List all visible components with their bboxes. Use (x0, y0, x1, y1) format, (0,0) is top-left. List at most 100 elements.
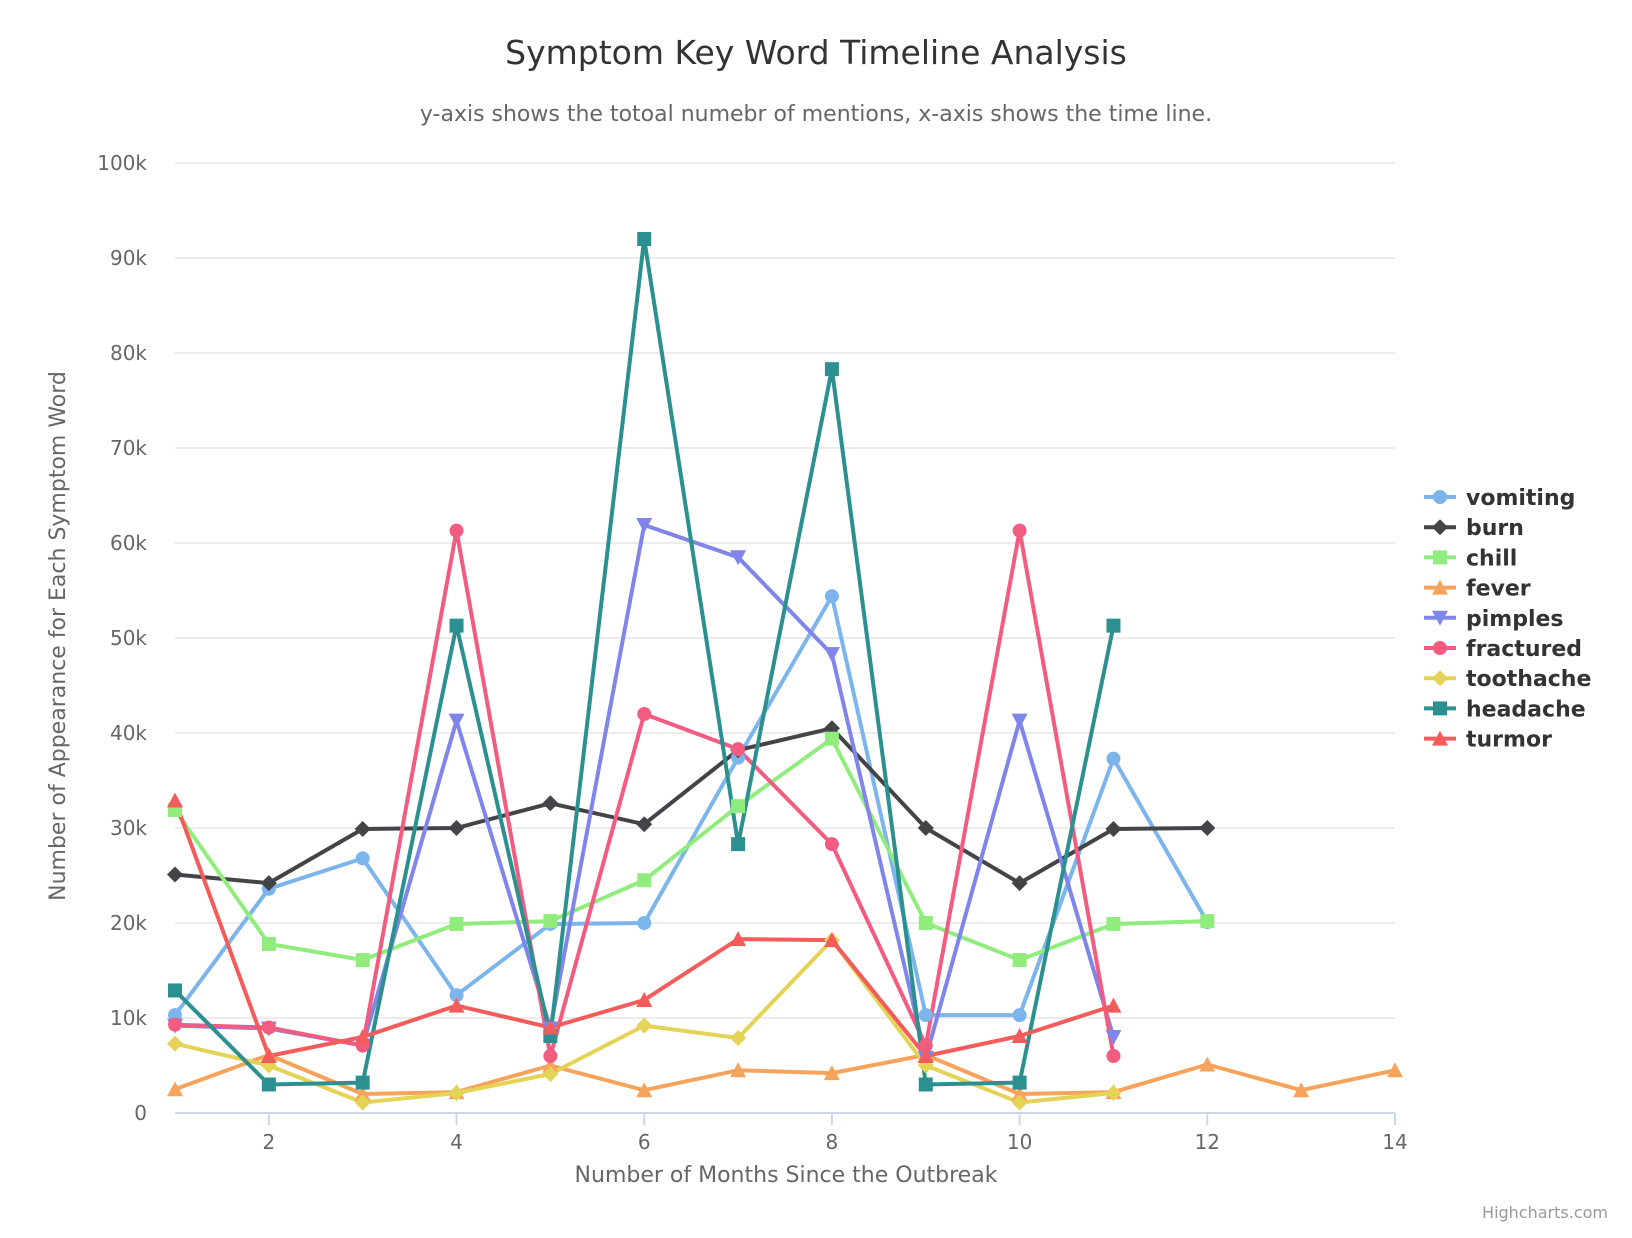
data-point-turmor[interactable] (730, 931, 747, 947)
data-point-toothache[interactable] (730, 1029, 747, 1046)
legend-item-chill[interactable]: chill (1424, 546, 1517, 571)
data-point-fever[interactable] (542, 1057, 559, 1073)
data-point-burn[interactable] (917, 820, 934, 836)
data-point-turmor[interactable] (1105, 997, 1122, 1013)
data-point-burn[interactable] (1011, 875, 1028, 892)
data-point-chill[interactable] (355, 953, 370, 968)
data-point-fever[interactable] (167, 1081, 183, 1097)
data-point-turmor[interactable] (636, 991, 653, 1007)
series-line-vomiting[interactable] (173, 594, 1210, 1018)
data-point-chill[interactable] (1200, 914, 1215, 929)
data-point-toothache[interactable] (542, 1066, 559, 1083)
series-line-fever[interactable] (173, 1053, 1397, 1096)
data-point-fever[interactable] (730, 1062, 747, 1078)
series-line-burn[interactable] (173, 726, 1210, 886)
data-point-turmor[interactable] (542, 1019, 559, 1035)
data-point-turmor[interactable] (354, 1029, 371, 1044)
data-point-vomiting[interactable] (637, 916, 652, 930)
data-point-chill[interactable] (1012, 953, 1027, 968)
data-point-headache[interactable] (449, 618, 464, 633)
data-point-pimples[interactable] (823, 647, 840, 663)
data-point-chill[interactable] (1106, 916, 1121, 931)
data-point-chill[interactable] (261, 936, 276, 951)
data-point-chill[interactable] (449, 916, 464, 931)
data-point-vomiting[interactable] (824, 589, 839, 604)
data-point-fractured[interactable] (449, 523, 464, 538)
data-point-burn[interactable] (167, 866, 183, 883)
legend-item-fractured[interactable]: fractured (1424, 637, 1582, 662)
data-point-fever[interactable] (636, 1082, 653, 1098)
data-point-fractured[interactable] (543, 1049, 558, 1063)
data-point-fever[interactable] (1387, 1062, 1403, 1078)
data-point-vomiting[interactable] (1106, 751, 1121, 766)
data-point-burn[interactable] (636, 816, 653, 833)
data-point-headache[interactable] (355, 1075, 370, 1090)
data-point-headache[interactable] (637, 232, 652, 246)
data-point-headache[interactable] (261, 1077, 276, 1092)
data-point-toothache[interactable] (354, 1094, 371, 1111)
data-point-fractured[interactable] (824, 837, 839, 852)
data-point-pimples[interactable] (730, 550, 747, 566)
data-point-fractured[interactable] (918, 1038, 933, 1053)
data-point-pimples[interactable] (636, 517, 653, 533)
data-point-turmor[interactable] (823, 932, 840, 948)
data-point-fever[interactable] (1011, 1086, 1028, 1101)
data-point-pimples[interactable] (1011, 713, 1028, 729)
data-point-chill[interactable] (918, 916, 933, 930)
data-point-toothache[interactable] (1105, 1085, 1122, 1102)
legend-item-headache[interactable]: headache (1424, 697, 1586, 722)
data-point-pimples[interactable] (1105, 1030, 1122, 1045)
legend-item-burn[interactable]: burn (1424, 516, 1524, 541)
data-point-turmor[interactable] (167, 792, 183, 808)
data-point-vomiting[interactable] (918, 1008, 933, 1023)
data-point-headache[interactable] (1012, 1075, 1027, 1090)
data-point-fractured[interactable] (1106, 1049, 1121, 1063)
data-point-chill[interactable] (731, 799, 746, 814)
legend-item-pimples[interactable]: pimples (1424, 607, 1564, 632)
legend-item-turmor[interactable]: turmor (1424, 728, 1552, 753)
data-point-toothache[interactable] (636, 1017, 653, 1034)
data-point-chill[interactable] (543, 914, 558, 929)
data-point-turmor[interactable] (260, 1048, 277, 1063)
data-point-burn[interactable] (260, 875, 277, 892)
legend-item-fever[interactable]: fever (1424, 577, 1531, 602)
data-point-fever[interactable] (1199, 1056, 1216, 1072)
legend-item-vomiting[interactable]: vomiting (1424, 486, 1575, 511)
data-point-fractured[interactable] (637, 707, 652, 721)
data-point-fractured[interactable] (1012, 523, 1027, 538)
data-point-headache[interactable] (731, 837, 746, 852)
data-point-burn[interactable] (354, 820, 371, 837)
data-point-turmor[interactable] (917, 1048, 934, 1063)
series-line-chill[interactable] (173, 736, 1210, 962)
data-point-fever[interactable] (1293, 1082, 1310, 1098)
data-point-vomiting[interactable] (355, 851, 370, 866)
data-point-chill[interactable] (637, 873, 652, 888)
data-point-fractured[interactable] (731, 742, 746, 757)
data-point-vomiting[interactable] (1012, 1008, 1027, 1023)
data-point-chill[interactable] (824, 731, 839, 746)
legend-item-toothache[interactable]: toothache (1424, 667, 1591, 692)
data-point-burn[interactable] (448, 820, 465, 836)
data-point-toothache[interactable] (1011, 1094, 1028, 1111)
data-point-pimples[interactable] (448, 713, 465, 729)
data-point-fractured[interactable] (261, 1020, 276, 1035)
data-point-toothache[interactable] (448, 1085, 465, 1102)
data-point-fever[interactable] (354, 1086, 371, 1101)
data-point-turmor[interactable] (448, 997, 465, 1013)
x-tick-label: 10 (1007, 1130, 1032, 1154)
data-point-burn[interactable] (1199, 820, 1216, 836)
credits-link[interactable]: Highcharts.com (1482, 1203, 1608, 1222)
data-point-turmor[interactable] (1011, 1028, 1028, 1044)
data-point-fractured[interactable] (168, 1017, 182, 1032)
data-point-vomiting[interactable] (449, 988, 464, 1003)
data-point-headache[interactable] (168, 983, 182, 998)
data-point-headache[interactable] (1106, 618, 1121, 633)
legend-label: fractured (1466, 637, 1582, 662)
data-point-fever[interactable] (823, 1065, 840, 1081)
data-point-toothache[interactable] (167, 1035, 183, 1052)
data-point-headache[interactable] (918, 1077, 933, 1092)
data-point-burn[interactable] (542, 795, 559, 812)
data-point-headache[interactable] (824, 362, 839, 377)
data-point-burn[interactable] (1105, 820, 1122, 837)
